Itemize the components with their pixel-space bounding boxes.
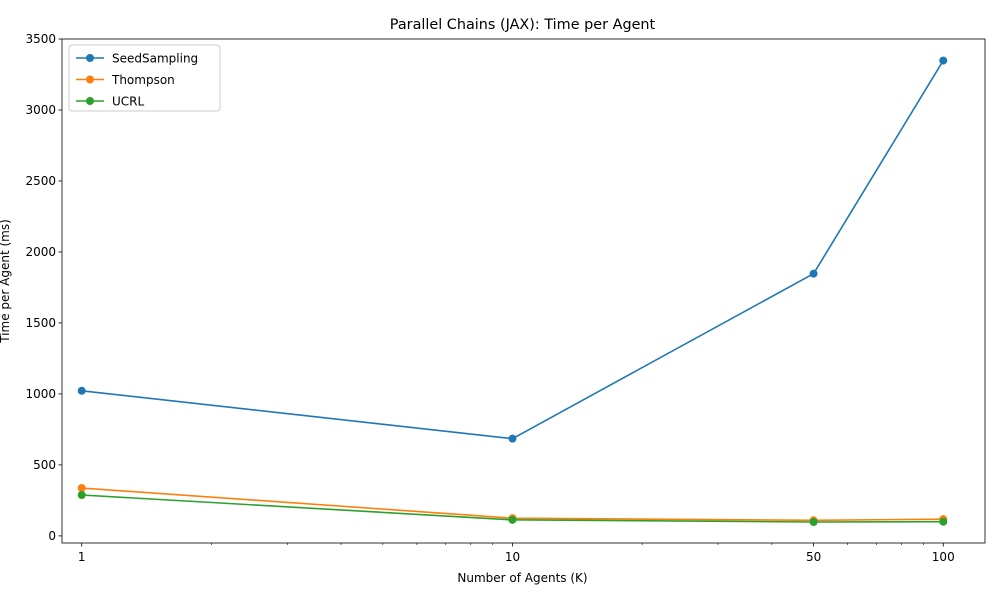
y-axis: 0 500 1000 1500 2000 2500 3000 3500 bbox=[25, 32, 62, 543]
data-point-ucrl bbox=[508, 515, 517, 524]
legend-box bbox=[68, 44, 221, 112]
y-axis-label: Time per Agent (ms) bbox=[0, 219, 12, 344]
y-tick-label: 3000 bbox=[25, 103, 56, 117]
legend-label-seedsampling: SeedSampling bbox=[112, 52, 198, 66]
legend-marker-thompson bbox=[86, 75, 94, 84]
series-line-thompson bbox=[81, 487, 944, 522]
data-point-ucrl bbox=[77, 491, 86, 500]
x-tick-label: 50 bbox=[806, 550, 821, 564]
y-tick-label: 3500 bbox=[25, 32, 56, 46]
series-line-ucrl bbox=[81, 494, 944, 523]
series-line-seedsampling bbox=[81, 60, 944, 440]
x-tick-label: 100 bbox=[932, 550, 955, 564]
data-point-seedsampling bbox=[77, 386, 86, 395]
y-tick-label: 1000 bbox=[25, 387, 56, 401]
x-tick-label: 10 bbox=[505, 550, 520, 564]
legend: SeedSampling Thompson UCRL bbox=[68, 44, 221, 112]
legend-label-thompson: Thompson bbox=[111, 73, 175, 87]
data-point-ucrl bbox=[809, 517, 818, 526]
data-point-ucrl bbox=[939, 517, 948, 526]
series-layer bbox=[77, 56, 948, 526]
y-tick-label: 500 bbox=[33, 458, 56, 472]
x-axis: 1 10 50 100 bbox=[78, 543, 955, 564]
plot-frame bbox=[61, 38, 986, 544]
y-tick-label: 1500 bbox=[25, 316, 56, 330]
legend-marker-seedsampling bbox=[86, 54, 94, 62]
plot-area bbox=[61, 38, 986, 544]
y-tick-label: 2500 bbox=[25, 174, 56, 188]
data-point-seedsampling bbox=[508, 434, 517, 443]
x-tick-label: 1 bbox=[78, 550, 86, 564]
data-point-seedsampling bbox=[939, 56, 948, 65]
y-tick-label: 2000 bbox=[25, 245, 56, 259]
data-point-thompson bbox=[77, 484, 86, 493]
legend-marker-ucrl bbox=[86, 97, 94, 105]
legend-label-ucrl: UCRL bbox=[112, 95, 145, 109]
chart-title: Parallel Chains (JAX): Time per Agent bbox=[390, 17, 656, 33]
y-tick-label: 0 bbox=[48, 529, 56, 543]
data-point-seedsampling bbox=[809, 269, 818, 278]
x-axis-label: Number of Agents (K) bbox=[457, 571, 587, 585]
